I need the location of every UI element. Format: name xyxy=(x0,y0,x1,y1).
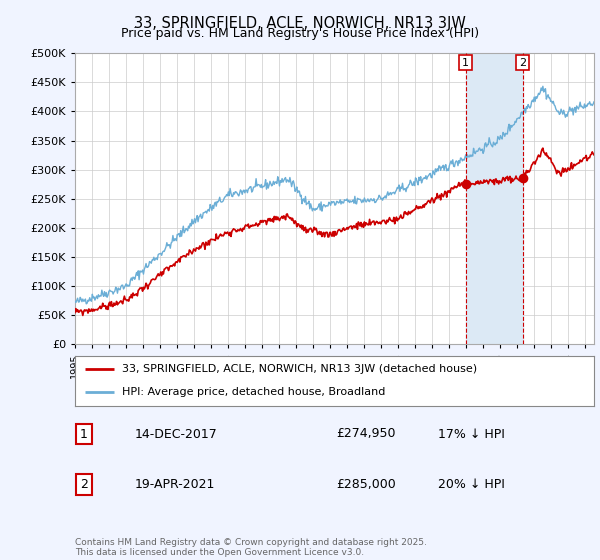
Text: 1: 1 xyxy=(462,58,469,68)
Text: Contains HM Land Registry data © Crown copyright and database right 2025.
This d: Contains HM Land Registry data © Crown c… xyxy=(75,538,427,557)
Text: 1: 1 xyxy=(80,427,88,441)
Bar xyxy=(466,53,523,344)
Text: 2: 2 xyxy=(80,478,88,491)
Text: 14-DEC-2017: 14-DEC-2017 xyxy=(135,427,218,441)
Text: 19-APR-2021: 19-APR-2021 xyxy=(135,478,215,491)
Text: 33, SPRINGFIELD, ACLE, NORWICH, NR13 3JW: 33, SPRINGFIELD, ACLE, NORWICH, NR13 3JW xyxy=(134,16,466,31)
Text: Price paid vs. HM Land Registry's House Price Index (HPI): Price paid vs. HM Land Registry's House … xyxy=(121,27,479,40)
Text: 20% ↓ HPI: 20% ↓ HPI xyxy=(438,478,505,491)
Text: 2: 2 xyxy=(519,58,526,68)
Text: £274,950: £274,950 xyxy=(336,427,395,441)
Text: 17% ↓ HPI: 17% ↓ HPI xyxy=(438,427,505,441)
Text: £285,000: £285,000 xyxy=(336,478,396,491)
Text: HPI: Average price, detached house, Broadland: HPI: Average price, detached house, Broa… xyxy=(122,388,385,398)
Text: 33, SPRINGFIELD, ACLE, NORWICH, NR13 3JW (detached house): 33, SPRINGFIELD, ACLE, NORWICH, NR13 3JW… xyxy=(122,364,477,374)
